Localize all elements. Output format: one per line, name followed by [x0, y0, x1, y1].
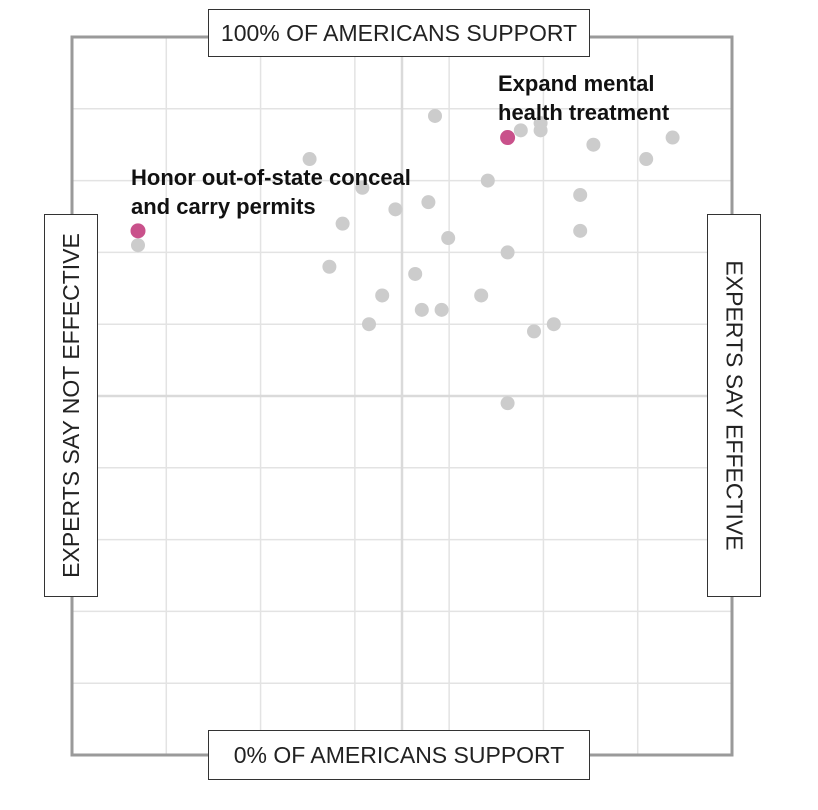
data-point: [375, 288, 390, 303]
data-point: [527, 324, 541, 339]
annotation-line: Expand mental: [498, 71, 655, 96]
left-axis-label: EXPERTS SAY NOT EFFECTIVE: [44, 214, 98, 597]
right-axis-text: EXPERTS SAY EFFECTIVE: [721, 260, 748, 551]
data-point: [428, 108, 442, 123]
data-point: [500, 396, 515, 411]
data-point: [480, 173, 495, 188]
data-point: [639, 152, 654, 167]
bottom-axis-label: 0% OF AMERICANS SUPPORT: [208, 730, 590, 780]
data-point: [665, 130, 680, 145]
data-point: [362, 317, 376, 332]
data-point: [533, 116, 548, 131]
data-points: [130, 108, 680, 411]
bottom-axis-text: 0% OF AMERICANS SUPPORT: [233, 741, 565, 768]
data-point: [131, 238, 145, 253]
data-point: [335, 216, 350, 231]
data-point: [388, 202, 403, 217]
grid-lines: [72, 37, 732, 755]
data-point: [500, 245, 515, 260]
data-point: [474, 288, 489, 303]
data-point: [573, 223, 588, 238]
data-point: [573, 187, 588, 202]
data-point: [586, 137, 601, 152]
right-axis-label: EXPERTS SAY EFFECTIVE: [707, 214, 761, 597]
top-axis-label: 100% OF AMERICANS SUPPORT: [208, 9, 590, 57]
data-point: [302, 152, 317, 167]
data-point: [441, 231, 456, 246]
highlighted-data-point: [500, 130, 516, 146]
data-point: [421, 195, 436, 210]
annotation-expand-mental-health: Expand mental health treatment: [498, 69, 718, 127]
annotation-line: health treatment: [498, 100, 670, 125]
annotation-conceal-carry: Honor out-of-state conceal and carry per…: [131, 163, 461, 221]
annotation-line: and carry permits: [131, 194, 316, 219]
data-point: [322, 259, 337, 274]
data-point: [434, 302, 449, 317]
data-point: [355, 180, 370, 195]
highlighted-data-point: [130, 223, 146, 239]
annotation-line: Honor out-of-state conceal: [131, 165, 411, 190]
data-point: [513, 123, 528, 138]
top-axis-text: 100% OF AMERICANS SUPPORT: [220, 19, 578, 46]
data-point: [414, 302, 429, 317]
data-point: [408, 266, 423, 281]
data-point: [546, 317, 561, 332]
left-axis-text: EXPERTS SAY NOT EFFECTIVE: [57, 233, 84, 578]
